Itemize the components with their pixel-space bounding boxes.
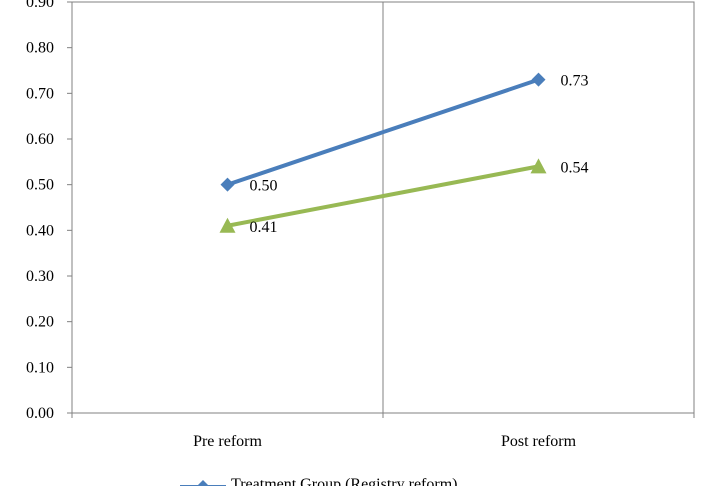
data-label: 0.54: [561, 159, 589, 176]
y-axis-tick-label: 0.00: [26, 405, 54, 422]
y-axis-tick-label: 0.60: [26, 131, 54, 148]
series-line-2: [227, 164, 539, 228]
y-axis-tick-label: 0.40: [26, 222, 54, 239]
x-axis-category-label: Pre reform: [193, 433, 262, 450]
data-label: 0.50: [250, 178, 278, 195]
data-label: 0.73: [561, 73, 589, 90]
y-axis-tick-label: 0.50: [26, 177, 54, 194]
data-label: 0.41: [250, 219, 278, 236]
y-axis-tick-label: 0.90: [26, 0, 54, 11]
y-axis-tick-label: 0.30: [26, 268, 54, 285]
diamond-marker: [197, 480, 209, 486]
triangle-marker: [219, 217, 236, 233]
x-axis-category-label: Post reform: [501, 433, 577, 450]
y-axis-tick-label: 0.70: [26, 85, 54, 102]
triangle-marker: [530, 158, 547, 174]
y-axis-tick-label: 0.80: [26, 40, 54, 57]
diamond-marker: [531, 72, 546, 87]
y-axis-tick-label: 0.10: [26, 359, 54, 376]
legend-label: Treatment Group (Registry reform): [231, 476, 457, 486]
y-axis-tick-label: 0.20: [26, 314, 54, 331]
diamond-marker: [220, 177, 235, 192]
series-line-1: [226, 77, 540, 187]
